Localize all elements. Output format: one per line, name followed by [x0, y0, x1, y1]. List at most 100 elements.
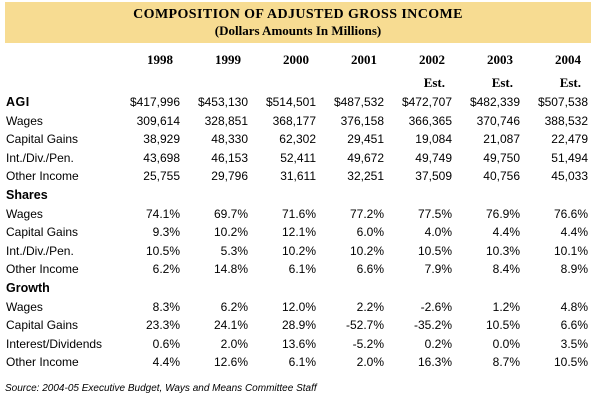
est-label: Est. — [423, 74, 445, 90]
table-cell: 4.0% — [424, 225, 452, 240]
table-cell: 8.3% — [152, 299, 180, 314]
title-banner: COMPOSITION OF ADJUSTED GROSS INCOME (Do… — [5, 2, 591, 43]
table-cell: 376,158 — [340, 113, 384, 128]
table-cell: 5.3% — [220, 243, 248, 258]
table-row: Int./Div./Pen. 43,698 46,153 52,411 49,6… — [5, 149, 589, 168]
table-cell: 9.3% — [152, 225, 180, 240]
table-cell: 12.6% — [213, 355, 248, 370]
table-row: Wages 8.3% 6.2% 12.0% 2.2% -2.6% 1.2% 4.… — [5, 298, 589, 317]
table-cell: -2.6% — [420, 299, 452, 314]
table-cell: 25,755 — [143, 169, 180, 184]
table-cell: 10.2% — [349, 243, 384, 258]
table-cell: 4.4% — [492, 225, 520, 240]
table-row: Capital Gains 23.3% 24.1% 28.9% -52.7% -… — [5, 316, 589, 335]
year-header: 2001 — [351, 52, 377, 67]
table-cell: 71.6% — [281, 206, 316, 221]
section-header-growth: Growth — [5, 279, 589, 298]
table-cell: 37,509 — [415, 169, 452, 184]
table-cell: 29,451 — [347, 132, 384, 147]
row-label: Capital Gains — [6, 225, 79, 240]
year-header: 2002 — [419, 52, 445, 67]
table-cell: 12.0% — [281, 299, 316, 314]
row-label: Wages — [6, 113, 43, 128]
row-label: Wages — [6, 206, 43, 221]
table-cell: 10.1% — [553, 243, 588, 258]
year-header-row: 1998 1999 2000 2001 2002 2003 2004 — [5, 48, 589, 72]
table-cell: 2.0% — [356, 355, 384, 370]
table-cell: 52,411 — [280, 150, 316, 165]
table-cell: 49,672 — [347, 150, 384, 165]
table-cell: 62,302 — [279, 132, 316, 147]
table-cell: 1.2% — [492, 299, 520, 314]
agi-composition-table: 1998 1999 2000 2001 2002 2003 2004 Est. … — [5, 48, 589, 372]
table-cell: 12.1% — [281, 225, 316, 240]
table-cell: 77.5% — [417, 206, 452, 221]
table-cell: 3.5% — [560, 336, 588, 351]
estimate-header-row: Est. Est. Est. — [5, 72, 589, 93]
row-label: Wages — [6, 299, 43, 314]
table-cell: 10.5% — [145, 243, 180, 258]
est-label: Est. — [559, 74, 581, 90]
table-row: Other Income 25,755 29,796 31,611 32,251… — [5, 167, 589, 186]
table-cell: 366,365 — [408, 113, 452, 128]
table-row: Other Income 4.4% 12.6% 6.1% 2.0% 16.3% … — [5, 353, 589, 372]
table-cell: 0.2% — [424, 336, 452, 351]
table-cell: 19,084 — [415, 132, 452, 147]
table-cell: 388,532 — [544, 113, 588, 128]
source-note: Source: 2004-05 Executive Budget, Ways a… — [5, 383, 317, 394]
table-cell: 32,251 — [347, 169, 384, 184]
table-cell: 24.1% — [213, 318, 248, 333]
agi-cell: $487,532 — [333, 95, 384, 110]
table-cell: 40,756 — [483, 169, 520, 184]
table-row: Wages 74.1% 69.7% 71.6% 77.2% 77.5% 76.9… — [5, 205, 589, 224]
table-cell: 10.3% — [485, 243, 520, 258]
table-row: Int./Div./Pen. 10.5% 5.3% 10.2% 10.2% 10… — [5, 242, 589, 261]
table-cell: 6.2% — [152, 262, 180, 277]
table-cell: 6.6% — [560, 318, 588, 333]
table-cell: 8.4% — [492, 262, 520, 277]
table-cell: 8.9% — [560, 262, 588, 277]
section-label: Growth — [6, 281, 50, 295]
row-label: Other Income — [6, 355, 79, 370]
table-title: COMPOSITION OF ADJUSTED GROSS INCOME — [133, 7, 463, 22]
table-cell: 8.7% — [492, 355, 520, 370]
table-cell: 76.6% — [553, 206, 588, 221]
table-cell: 43,698 — [143, 150, 180, 165]
table-cell: 10.5% — [485, 318, 520, 333]
table-row: Capital Gains 38,929 48,330 62,302 29,45… — [5, 130, 589, 149]
est-label — [113, 72, 181, 93]
table-cell: 51,494 — [551, 150, 588, 165]
table-cell: 21,087 — [483, 132, 520, 147]
table-cell: 370,746 — [476, 113, 520, 128]
agi-row: AGI $417,996 $453,130 $514,501 $487,532 … — [5, 93, 589, 112]
table-row: Capital Gains 9.3% 10.2% 12.1% 6.0% 4.0%… — [5, 223, 589, 242]
est-label — [317, 72, 385, 93]
table-cell: 4.4% — [152, 355, 180, 370]
table-subtitle: (Dollars Amounts In Millions) — [214, 23, 382, 38]
table-cell: 28.9% — [281, 318, 316, 333]
table-cell: 6.6% — [356, 262, 384, 277]
table-cell: 48,330 — [211, 132, 248, 147]
table-cell: 368,177 — [272, 113, 316, 128]
table-cell: 13.6% — [281, 336, 316, 351]
table-cell: 2.0% — [220, 336, 248, 351]
agi-cell: $514,501 — [265, 95, 316, 110]
table-cell: 29,796 — [211, 169, 248, 184]
row-label: Other Income — [6, 262, 79, 277]
agi-cell: $472,707 — [401, 95, 452, 110]
table-row: Interest/Dividends 0.6% 2.0% 13.6% -5.2%… — [5, 335, 589, 354]
table-cell: 74.1% — [145, 206, 180, 221]
section-header-shares: Shares — [5, 186, 589, 205]
row-label: Other Income — [6, 169, 79, 184]
table-cell: 77.2% — [349, 206, 384, 221]
table-cell: -35.2% — [413, 318, 452, 333]
table-cell: 4.4% — [560, 225, 588, 240]
row-label: Int./Div./Pen. — [6, 150, 74, 165]
table-cell: 45,033 — [551, 169, 588, 184]
table-cell: 6.1% — [288, 262, 316, 277]
row-label: Capital Gains — [6, 318, 79, 333]
agi-cell: $453,130 — [197, 95, 248, 110]
year-header: 1999 — [215, 52, 241, 67]
est-label — [249, 72, 317, 93]
table-cell: -5.2% — [352, 336, 384, 351]
